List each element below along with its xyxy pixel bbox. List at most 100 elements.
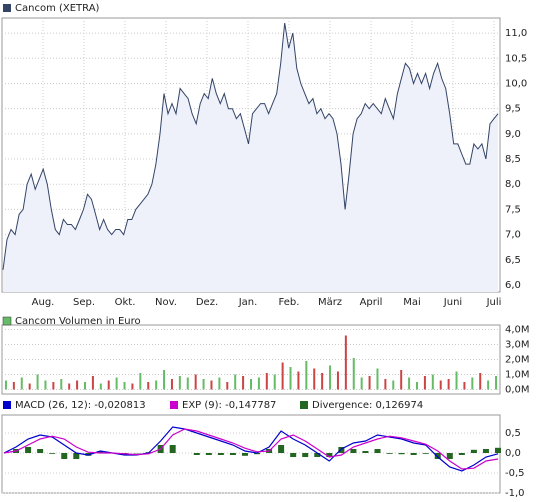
volume-bar xyxy=(44,380,47,390)
y-tick-label: 6,5 xyxy=(505,255,521,266)
volume-bar xyxy=(52,382,55,390)
volume-bar xyxy=(147,382,150,390)
legend-label: EXP (9): -0,147787 xyxy=(182,400,276,411)
volume-bar xyxy=(313,368,316,390)
volume-bar xyxy=(360,377,363,390)
volume-bar xyxy=(281,362,284,390)
volume-bar xyxy=(12,382,15,390)
volume-bar xyxy=(392,380,395,390)
x-tick-label: Mai xyxy=(403,297,421,308)
divergence-bar xyxy=(49,453,56,454)
volume-bar xyxy=(305,361,308,390)
y-tick-label: 7,5 xyxy=(505,204,521,215)
divergence-bar xyxy=(229,453,236,455)
x-tick-label: Juni xyxy=(443,297,462,308)
x-tick-label: März xyxy=(318,297,342,308)
volume-bar xyxy=(155,380,158,390)
y-tick-label: 0,5 xyxy=(505,428,521,439)
volume-bar xyxy=(487,380,490,390)
y-tick-label: 0,0M xyxy=(505,385,530,396)
y-tick-label: 9,0 xyxy=(505,129,521,140)
y-tick-label: 0,0 xyxy=(505,448,521,459)
volume-bar xyxy=(265,373,268,390)
volume-bar xyxy=(273,374,276,390)
volume-bar xyxy=(115,377,118,390)
volume-bar xyxy=(186,377,189,390)
divergence-bar xyxy=(326,453,333,457)
divergence-bar xyxy=(434,453,441,459)
legend-swatch xyxy=(300,401,308,409)
divergence-bar xyxy=(37,449,44,453)
x-tick-label: Nov. xyxy=(155,297,177,308)
x-tick-label: April xyxy=(360,297,383,308)
x-tick-label: Sep. xyxy=(73,297,95,308)
y-tick-label: 11,0 xyxy=(505,28,527,39)
volume-bar xyxy=(242,376,245,390)
divergence-bar xyxy=(482,449,489,453)
volume-bar xyxy=(257,377,260,390)
y-tick-label: -1,0 xyxy=(505,488,525,499)
y-tick-label: 2,0M xyxy=(505,355,530,366)
divergence-bar xyxy=(338,447,345,453)
x-tick-label: Dez. xyxy=(196,297,218,308)
volume-bar xyxy=(139,373,142,390)
volume-bar xyxy=(218,377,221,390)
divergence-bar xyxy=(362,451,369,453)
volume-bar xyxy=(416,382,418,390)
volume-bar xyxy=(99,383,102,390)
volume-bar xyxy=(376,368,379,390)
volume-bar xyxy=(439,380,442,390)
divergence-bar xyxy=(470,449,477,453)
volume-bar xyxy=(336,371,339,390)
legend-label: Cancom Volumen in Euro xyxy=(15,316,141,327)
y-tick-label: 4,0M xyxy=(505,325,530,336)
volume-bar xyxy=(107,380,110,390)
y-tick-label: 7,0 xyxy=(505,230,521,241)
y-tick-label: -0,5 xyxy=(505,468,525,479)
divergence-bar xyxy=(205,453,212,455)
volume-bar xyxy=(194,374,197,390)
volume-bar xyxy=(352,358,355,390)
divergence-bar xyxy=(314,453,321,457)
volume-bar xyxy=(131,383,134,390)
volume-bar xyxy=(408,377,411,390)
volume-bar xyxy=(384,379,387,390)
legend-swatch xyxy=(2,316,12,326)
volume-bar xyxy=(423,376,426,390)
volume-bar xyxy=(479,373,482,390)
indicator-line xyxy=(3,426,499,472)
divergence-bar xyxy=(61,453,68,459)
divergence-bar xyxy=(302,453,309,457)
divergence-bar xyxy=(278,445,285,453)
volume-bar xyxy=(68,383,71,390)
y-tick-label: 8,0 xyxy=(505,179,521,190)
volume-bar xyxy=(495,376,498,390)
divergence-bar xyxy=(410,453,417,455)
volume-bar xyxy=(84,382,86,390)
x-tick-label: Juli xyxy=(486,297,502,308)
volume-bar xyxy=(76,380,79,390)
x-tick-label: Okt. xyxy=(115,297,136,308)
volume-bar xyxy=(463,382,466,390)
legend-label: Divergence: 0,126974 xyxy=(312,400,423,411)
legend-swatch xyxy=(3,4,11,12)
divergence-bar xyxy=(386,453,393,454)
volume-bar xyxy=(400,370,403,390)
volume-bar xyxy=(20,377,23,390)
volume-bar xyxy=(344,335,347,390)
legend-swatch xyxy=(3,401,11,409)
divergence-bar xyxy=(374,449,381,453)
volume-bar xyxy=(210,380,213,390)
x-tick-label: Aug. xyxy=(32,297,55,308)
x-tick-label: Feb. xyxy=(279,297,300,308)
volume-bar xyxy=(431,374,434,390)
divergence-bar xyxy=(193,453,200,455)
legend-swatch xyxy=(170,401,178,409)
divergence-bar xyxy=(25,447,32,453)
volume-bar xyxy=(91,376,94,390)
divergence-bar xyxy=(458,453,465,455)
divergence-bar xyxy=(241,453,248,456)
indicator-line xyxy=(3,428,499,470)
volume-bar xyxy=(60,379,63,390)
